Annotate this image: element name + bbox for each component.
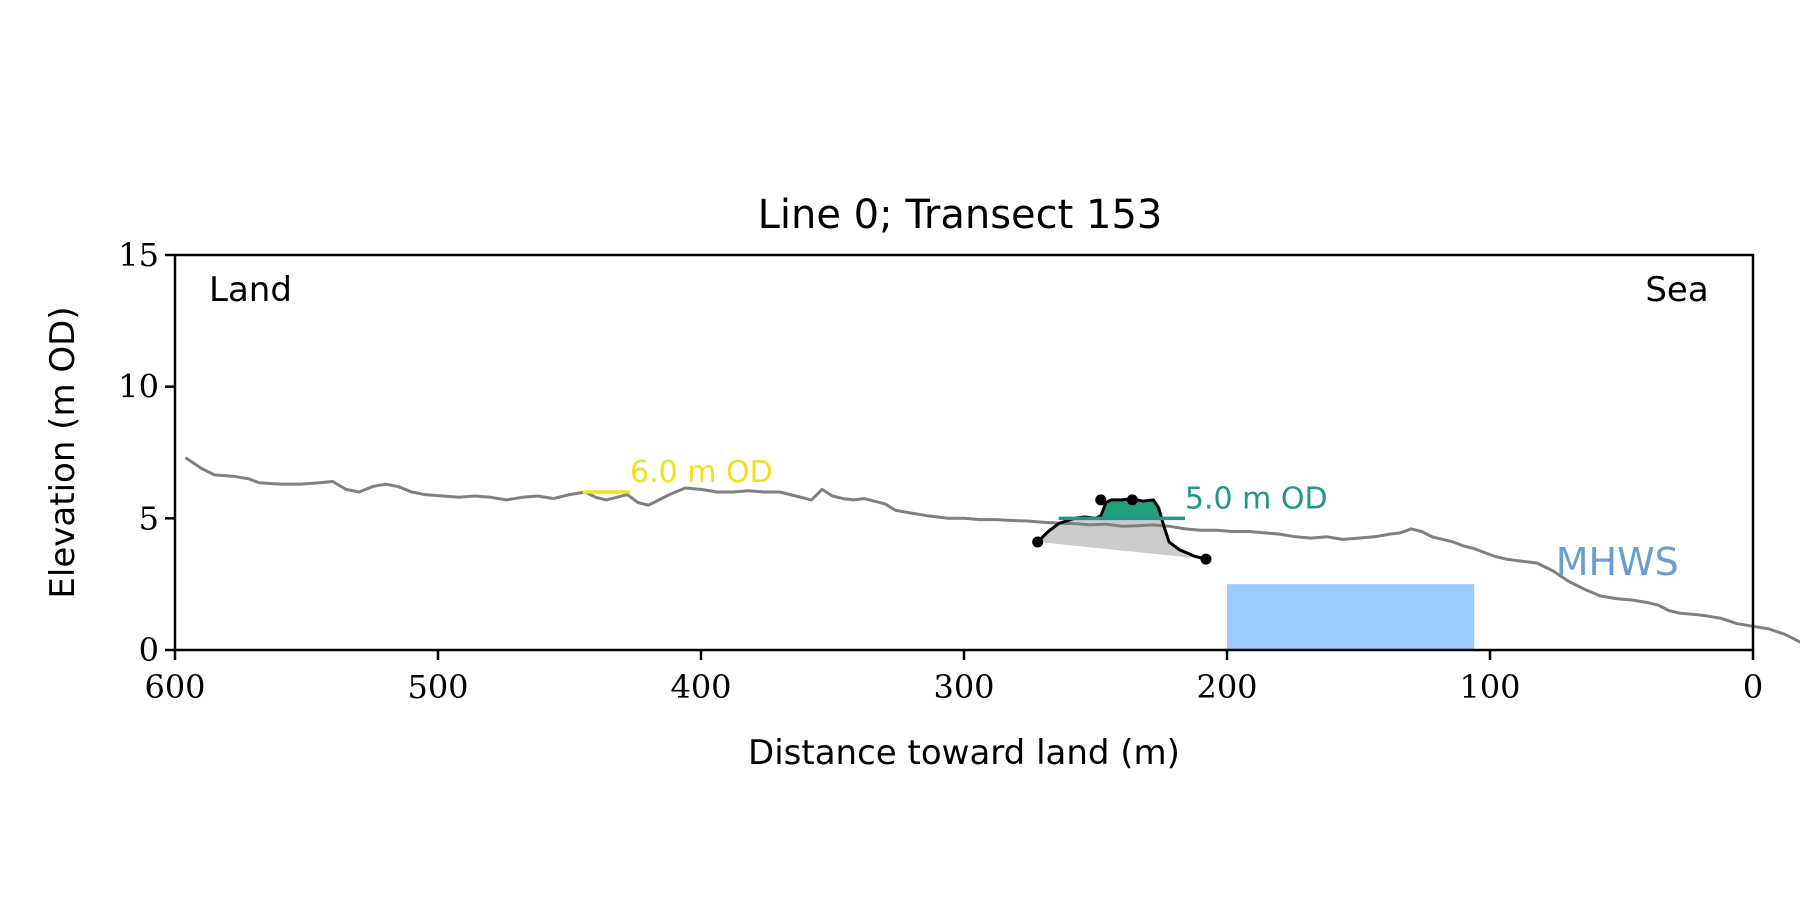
mhws-area [1227,584,1475,650]
y-tick-label: 0 [139,631,159,669]
x-tick-label: 200 [1196,668,1257,706]
land-label: Land [209,270,292,310]
plot-annotations: 6.0 m OD 5.0 m OD MHWS [582,455,1679,584]
x-tick-label: 600 [144,668,205,706]
y-axis-ticks: 0 5 10 15 [118,236,175,669]
plot-frame [173,253,1755,652]
x-axis-label: Distance toward land (m) [748,733,1180,773]
dune-fill-below [1037,498,1206,560]
y-tick-label: 15 [118,236,159,274]
dune-marker [1095,494,1107,506]
y-tick-label: 5 [139,499,159,537]
plot-fills [1037,498,1475,650]
elevation-profile-line [184,456,1800,644]
level-label-5-0: 5.0 m OD [1185,481,1328,516]
x-tick-label: 100 [1459,668,1520,706]
dune-marker [1200,553,1212,565]
x-tick-label: 300 [933,668,994,706]
level-label-6-0: 6.0 m OD [630,455,773,490]
x-tick-label: 500 [407,668,468,706]
mhws-label: MHWS [1556,540,1679,584]
x-axis-ticks: 600 500 400 300 200 100 0 [144,650,1763,706]
dune-fill-above [1074,498,1162,519]
x-tick-label: 0 [1743,668,1763,706]
chart-title: Line 0; Transect 153 [758,192,1163,238]
dune-marker [1126,494,1138,506]
dune-marker [1032,536,1044,548]
sea-label: Sea [1645,270,1708,310]
y-tick-label: 10 [118,368,159,406]
x-tick-label: 400 [670,668,731,706]
y-axis-label: Elevation (m OD) [43,306,83,598]
